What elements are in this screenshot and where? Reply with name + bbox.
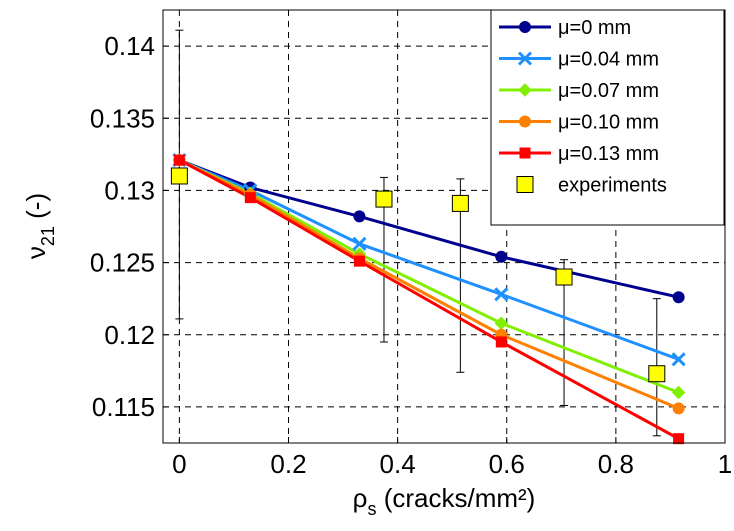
legend-marker-1-stroke [517, 51, 533, 66]
legend-marker-3 [519, 115, 531, 128]
y-tick-label: 0.125 [90, 248, 155, 278]
x-axis-label-sub: s [367, 499, 376, 519]
series-point-1 [352, 236, 367, 251]
x-axis-label: ρs (cracks/mm²) [353, 483, 536, 519]
legend-marker-experiments [516, 176, 534, 193]
series-point-0 [495, 250, 508, 263]
experiment-point [170, 167, 188, 185]
x-tick-label: 0 [172, 449, 186, 479]
experiment-point [451, 194, 469, 212]
series-markers [170, 153, 686, 445]
series-point-4 [173, 154, 185, 166]
series-point-3 [672, 402, 685, 415]
x-tick-label: 1 [718, 449, 732, 479]
x-axis-label-rest: (cracks/mm²) [376, 483, 535, 513]
legend-label-2: μ=0.07 mm [558, 80, 659, 102]
x-tick-label: 0.6 [489, 449, 525, 479]
legend-label-0: μ=0 mm [558, 17, 631, 39]
legend-marker-0 [519, 21, 531, 33]
x-axis-label-main: ρ [353, 483, 368, 513]
y-tick-label: 0.13 [104, 175, 155, 205]
y-axis-label-main: ν [21, 246, 51, 259]
legend-marker-4 [519, 147, 531, 159]
series-point-0 [672, 291, 685, 304]
x-tick-label: 0.4 [380, 449, 416, 479]
y-axis-label-sub: 21 [38, 226, 58, 246]
experiment-point [375, 190, 393, 208]
series-point-0 [353, 210, 366, 223]
y-tick-label: 0.12 [104, 320, 155, 350]
series-point-1 [494, 287, 509, 302]
series-point-1-stroke [352, 236, 367, 251]
y-tick-label: 0.115 [92, 392, 155, 422]
legend-label-3: μ=0.10 mm [558, 112, 659, 134]
legend-label-experiments: experiments [558, 175, 667, 197]
y-tick-label: 0.135 [90, 103, 155, 133]
legend-label-4: μ=0.13 mm [558, 143, 659, 165]
series-point-2 [671, 385, 686, 400]
y-ticks: 0.115 0.12 0.125 0.13 0.135 0.14 [90, 31, 169, 422]
series-point-4 [495, 336, 507, 348]
plot-frame [162, 9, 726, 444]
series-point-1-stroke [494, 287, 509, 302]
x-tick-label: 0.8 [598, 449, 634, 479]
experiment-point [648, 365, 666, 383]
x-ticks: 0 0.2 0.4 0.6 0.8 1 [172, 437, 732, 479]
y-axis-label: ν21 (-) [21, 193, 58, 259]
legend-marker-2 [518, 83, 532, 97]
legend-label-1: μ=0.04 mm [558, 49, 659, 71]
legend: μ=0 mm μ=0.04 mm μ=0.07 mm μ=0.10 mm μ=0.13 … [490, 9, 725, 226]
series-point-4 [353, 255, 365, 267]
series-point-1-stroke [671, 352, 686, 367]
experiment-point [555, 268, 573, 286]
series-point-4 [673, 433, 685, 445]
series-point-4 [244, 192, 256, 204]
legend-marker-1 [517, 51, 533, 66]
x-tick-label: 0.2 [270, 449, 306, 479]
series-point-1 [671, 352, 686, 367]
y-tick-label: 0.14 [104, 31, 155, 61]
y-axis-label-rest: (-) [21, 193, 51, 226]
